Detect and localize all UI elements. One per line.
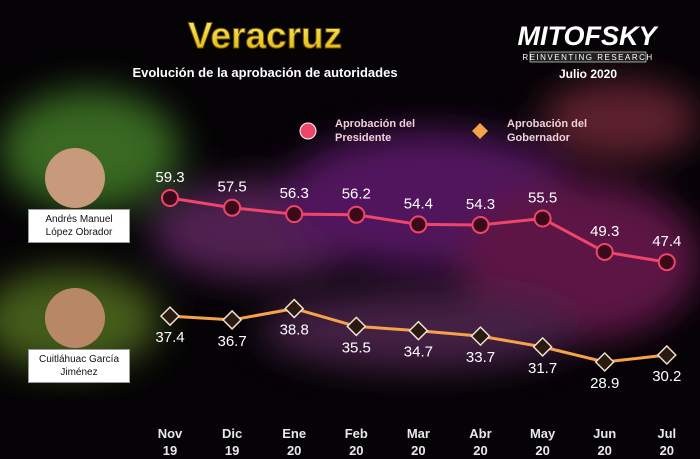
data-label: 59.3	[155, 169, 184, 186]
point	[347, 205, 366, 224]
x-tick-label: Jul 20	[657, 426, 677, 458]
point	[470, 326, 491, 347]
data-label: 38.8	[280, 322, 309, 339]
legend-marker	[299, 122, 317, 140]
x-tick-label: Dic 19	[221, 426, 243, 458]
legend-label: Aprobación del Presidente	[335, 118, 416, 144]
x-tick-label: May 20	[529, 426, 556, 458]
logo-tagline: REINVENTING RESEARCH	[522, 53, 653, 62]
data-label: 28.9	[590, 375, 619, 392]
legend-marker	[472, 123, 488, 139]
point	[595, 242, 614, 261]
point	[284, 298, 305, 319]
x-tick-label: Nov 19	[157, 426, 183, 458]
logo-band	[529, 51, 647, 63]
person-label: Andrés Manuel López Obrador	[28, 209, 130, 243]
data-label: 31.7	[528, 360, 557, 377]
data-label: 34.7	[404, 344, 433, 361]
data-label: 37.4	[155, 329, 184, 346]
data-label: 35.5	[342, 339, 371, 356]
point	[532, 336, 553, 357]
point	[408, 320, 429, 341]
legend-label: Aprobación del Gobernador	[507, 118, 588, 144]
x-tick-label: Feb 20	[344, 426, 368, 458]
data-label: 49.3	[590, 223, 619, 240]
data-label: 54.4	[404, 195, 433, 212]
person-label: Cuitláhuac García Jiménez	[28, 349, 130, 383]
x-tick-label: Ene 20	[282, 426, 307, 458]
data-label: 56.2	[342, 186, 371, 203]
point	[657, 253, 676, 272]
point	[656, 344, 677, 366]
data-label: 33.7	[466, 349, 495, 366]
x-tick-label: Jun 20	[593, 426, 617, 458]
point	[223, 198, 242, 217]
data-label: 36.7	[217, 333, 246, 350]
data-label: 57.5	[217, 179, 246, 196]
point	[471, 215, 490, 234]
photo-president	[45, 148, 105, 208]
chart-title: Veracruz	[188, 15, 342, 56]
data-label: 47.4	[652, 233, 681, 250]
data-label: 56.3	[280, 185, 309, 202]
point	[346, 316, 367, 337]
data-label: 54.3	[466, 196, 495, 213]
chart-subtitle: Evolución de la aprobación de autoridade…	[132, 65, 397, 80]
point	[594, 351, 615, 373]
date-label: Julio 2020	[559, 67, 617, 81]
logo-name: MITOFSKY	[517, 21, 659, 51]
point	[533, 209, 552, 228]
data-label: 30.2	[652, 368, 681, 385]
point	[409, 215, 428, 234]
point	[285, 205, 304, 224]
point	[222, 309, 243, 330]
data-label: 55.5	[528, 190, 557, 207]
photo-governor	[45, 288, 105, 348]
x-tick-label: Abr 20	[469, 426, 492, 458]
x-tick-label: Mar 20	[406, 426, 430, 458]
point	[159, 306, 181, 327]
point	[161, 189, 179, 207]
